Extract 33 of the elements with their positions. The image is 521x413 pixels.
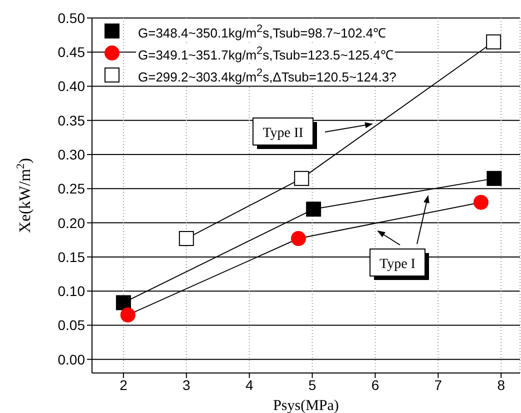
legend-label: G=349.1~351.7kg/m$^{2}$s,Tsub=123.5~125.4℃ — [136, 42, 396, 64]
y-tick-label: 0.40 — [58, 78, 86, 94]
x-tick-label: 2 — [120, 376, 128, 393]
y-tick-label: 0.50 — [58, 10, 86, 26]
point — [486, 34, 502, 50]
point — [486, 170, 502, 186]
point — [294, 170, 310, 186]
y-tick-label: 0.25 — [58, 180, 86, 197]
point — [306, 202, 322, 217]
y-tick-label: 0.30 — [58, 146, 86, 163]
x-tick-label: 5 — [308, 376, 316, 393]
annotation: Type II — [262, 126, 304, 141]
x-tick-label: 7 — [434, 376, 442, 393]
legend-label: G=348.4~350.1kg/m$^{2}$s,Tsub=98.7~102.4℃ — [136, 20, 388, 42]
y-tick-label: 0.00 — [58, 351, 86, 368]
point — [178, 231, 194, 246]
y-tick-label: 0.10 — [58, 283, 86, 300]
x-tick-label: 8 — [497, 376, 506, 393]
y-tick-label: 0.15 — [58, 248, 86, 265]
legend-label: G=299.2~303.4kg/m$^{2}$s,ΔTsub=120.5~124.3? — [136, 64, 398, 86]
y-tick-label: 0.35 — [58, 112, 86, 128]
y-tick-label: 0.45 — [58, 44, 86, 60]
x-tick-label: 6 — [371, 376, 380, 393]
x-tick-label: 4 — [245, 376, 254, 393]
annotation: Type I — [380, 257, 416, 272]
y-tick-label: 0.05 — [58, 317, 86, 334]
point — [120, 307, 136, 322]
point — [473, 194, 488, 210]
y-tick-label: 0.20 — [58, 214, 86, 231]
x-axis-title: Psys(MPa) — [273, 398, 339, 413]
x-tick-label: 3 — [182, 376, 191, 393]
point — [116, 295, 131, 310]
point — [290, 231, 306, 246]
